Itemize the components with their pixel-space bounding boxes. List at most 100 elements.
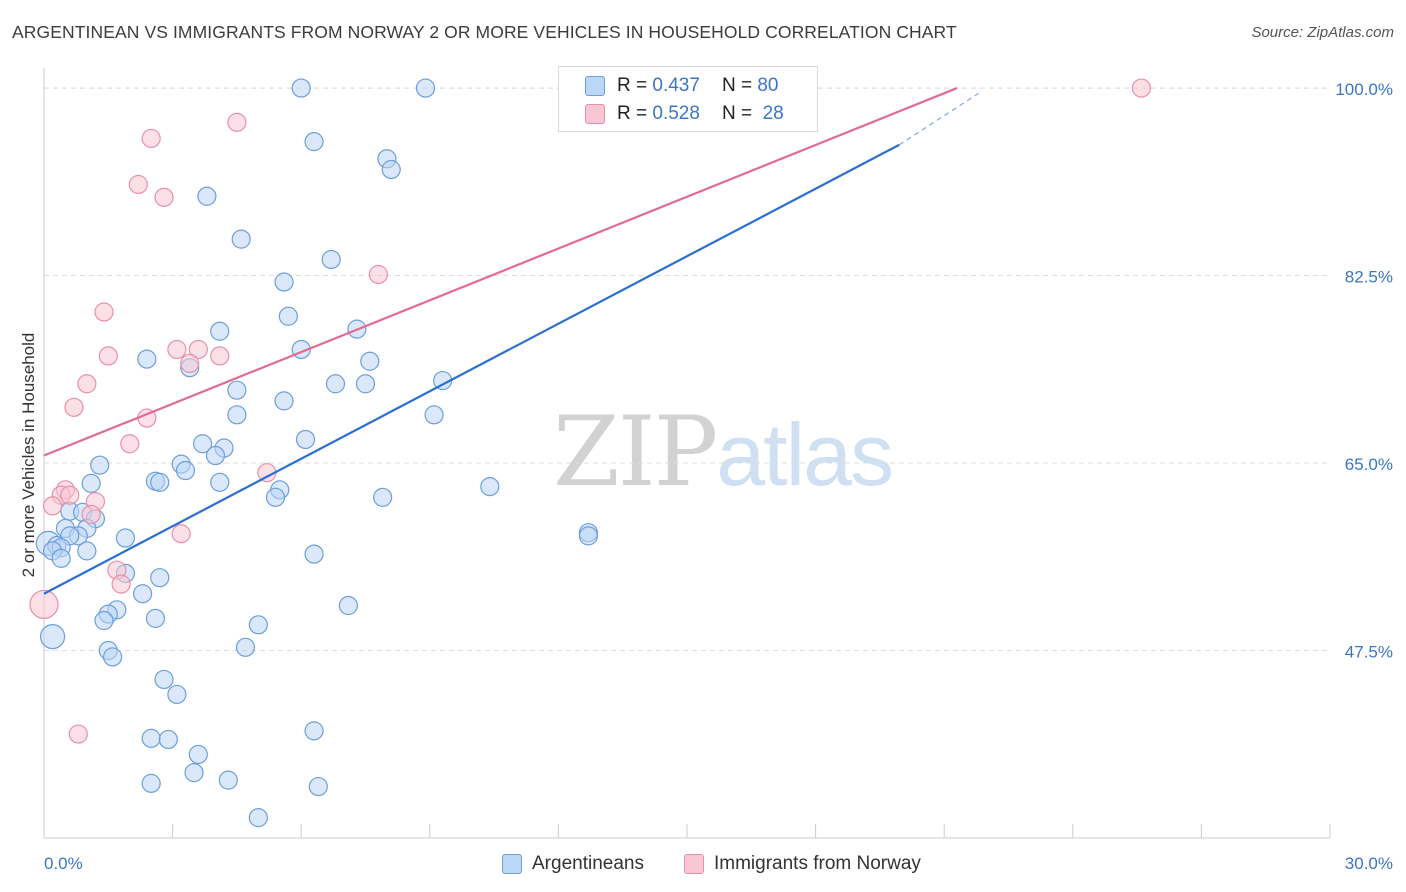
argentineans-point[interactable] bbox=[81, 473, 101, 493]
norway-point[interactable] bbox=[227, 112, 247, 132]
norway-point[interactable] bbox=[42, 496, 63, 516]
argentineans-point[interactable] bbox=[158, 729, 178, 750]
argentineans-point[interactable] bbox=[141, 728, 161, 748]
norway-point[interactable] bbox=[368, 264, 388, 285]
source-credit: Source: ZipAtlas.com bbox=[1251, 24, 1394, 41]
norway-trend-line bbox=[43, 87, 958, 457]
norway-point[interactable] bbox=[98, 346, 118, 366]
argentineans-point[interactable] bbox=[150, 568, 170, 588]
norway-point[interactable] bbox=[29, 589, 59, 620]
argentineans-point[interactable] bbox=[235, 637, 256, 657]
norway-point[interactable] bbox=[64, 397, 84, 417]
norway-point[interactable] bbox=[188, 339, 208, 360]
legend-r-value-2: 0.528 bbox=[652, 103, 700, 124]
norway-point[interactable] bbox=[167, 339, 187, 360]
argentineans-point[interactable] bbox=[274, 272, 294, 292]
argentineans-point[interactable] bbox=[205, 445, 226, 466]
argentineans-point[interactable] bbox=[218, 770, 238, 790]
argentineans-point[interactable] bbox=[424, 405, 444, 425]
norway-point[interactable] bbox=[128, 174, 148, 195]
argentineans-point[interactable] bbox=[188, 744, 208, 765]
argentineans-point[interactable] bbox=[355, 374, 376, 394]
norway-point[interactable] bbox=[94, 302, 114, 322]
norway-point[interactable] bbox=[180, 353, 200, 374]
legend-row-norway: R = 0.528 N = 28 bbox=[585, 101, 784, 127]
axes bbox=[43, 68, 1331, 839]
argentineans-point[interactable] bbox=[278, 306, 298, 326]
argentineans-point[interactable] bbox=[90, 455, 110, 475]
argentineans-point[interactable] bbox=[210, 321, 230, 341]
argentineans-point[interactable] bbox=[295, 429, 316, 450]
argentineans-point[interactable] bbox=[480, 477, 500, 497]
argentineans-point[interactable] bbox=[291, 78, 311, 98]
bottom-legend-norway[interactable]: Immigrants from Norway bbox=[684, 852, 921, 876]
norway-point[interactable] bbox=[68, 724, 88, 744]
argentineans-point[interactable] bbox=[154, 669, 174, 690]
argentineans-point[interactable] bbox=[227, 405, 247, 425]
argentineans-point[interactable] bbox=[184, 763, 204, 783]
x-tick-label-1: 30.0% bbox=[1345, 854, 1393, 873]
argentineans-point[interactable] bbox=[578, 526, 599, 546]
argentineans-point[interactable] bbox=[102, 647, 123, 667]
argentineans-point[interactable] bbox=[360, 351, 380, 371]
argentineans-point[interactable] bbox=[132, 584, 153, 604]
norway-point[interactable] bbox=[171, 524, 191, 544]
bottom-legend-argentineans[interactable]: Argentineans bbox=[502, 852, 644, 876]
argentineans-point[interactable] bbox=[265, 487, 286, 507]
argentineans-point[interactable] bbox=[248, 808, 268, 828]
x-tick-label-0: 0.0% bbox=[44, 854, 83, 873]
norway-point[interactable] bbox=[1131, 78, 1151, 98]
y-tick-label-3: 100.0% bbox=[1335, 80, 1393, 99]
argentineans-point[interactable] bbox=[150, 472, 170, 492]
argentineans-trend-line bbox=[43, 143, 900, 595]
norway-point[interactable] bbox=[111, 574, 131, 594]
argentineans-point[interactable] bbox=[197, 186, 217, 206]
argentineans-point[interactable] bbox=[308, 776, 328, 797]
argentineans-point[interactable] bbox=[415, 78, 436, 98]
argentineans-point[interactable] bbox=[381, 159, 401, 180]
correlation-legend: R = 0.437 N = 80 R = 0.528 N = 28 bbox=[558, 66, 818, 132]
argentineans-point[interactable] bbox=[51, 548, 71, 568]
argentineans-point[interactable] bbox=[325, 374, 346, 394]
legend-n-value-1: 80 bbox=[757, 75, 779, 96]
argentineans-point[interactable] bbox=[193, 434, 213, 454]
argentineans-point[interactable] bbox=[39, 623, 66, 650]
bottom-legend-swatch-blue bbox=[502, 854, 522, 874]
norway-point[interactable] bbox=[60, 485, 80, 505]
norway-point[interactable] bbox=[77, 374, 97, 394]
argentineans-point[interactable] bbox=[137, 349, 157, 369]
norway-point[interactable] bbox=[210, 346, 230, 366]
norway-point[interactable] bbox=[81, 504, 101, 525]
bottom-legend-label-2: Immigrants from Norway bbox=[714, 853, 921, 874]
argentineans-point[interactable] bbox=[304, 132, 324, 152]
y-tick-label-2: 82.5% bbox=[1345, 268, 1393, 287]
trend-lines bbox=[43, 87, 979, 595]
bottom-legend-label-1: Argentineans bbox=[532, 853, 644, 874]
argentineans-point[interactable] bbox=[231, 229, 251, 249]
argentineans-point[interactable] bbox=[167, 684, 187, 705]
argentineans-point[interactable] bbox=[274, 391, 294, 411]
argentineans-point[interactable] bbox=[210, 472, 230, 492]
legend-r-label-1: R = bbox=[617, 75, 648, 96]
argentineans-point[interactable] bbox=[145, 608, 166, 628]
y-tick-label-1: 65.0% bbox=[1345, 455, 1393, 474]
argentineans-points bbox=[35, 78, 809, 828]
norway-point[interactable] bbox=[154, 187, 174, 207]
argentineans-point[interactable] bbox=[304, 544, 324, 564]
norway-point[interactable] bbox=[141, 128, 161, 149]
argentineans-point[interactable] bbox=[175, 460, 196, 481]
argentineans-point[interactable] bbox=[373, 487, 393, 507]
argentineans-point[interactable] bbox=[304, 721, 324, 741]
argentineans-point[interactable] bbox=[227, 380, 247, 400]
watermark: ZIPatlas bbox=[553, 404, 894, 501]
norway-point[interactable] bbox=[120, 434, 140, 454]
argentineans-point[interactable] bbox=[115, 528, 136, 548]
argentineans-point[interactable] bbox=[77, 541, 97, 561]
argentineans-point[interactable] bbox=[338, 595, 358, 616]
argentineans-trend-extension bbox=[898, 92, 979, 146]
argentineans-point[interactable] bbox=[248, 615, 268, 635]
argentineans-point[interactable] bbox=[94, 610, 114, 631]
argentineans-point[interactable] bbox=[321, 249, 341, 270]
argentineans-point[interactable] bbox=[141, 773, 161, 793]
legend-row-argentineans: R = 0.437 N = 80 bbox=[585, 73, 778, 99]
